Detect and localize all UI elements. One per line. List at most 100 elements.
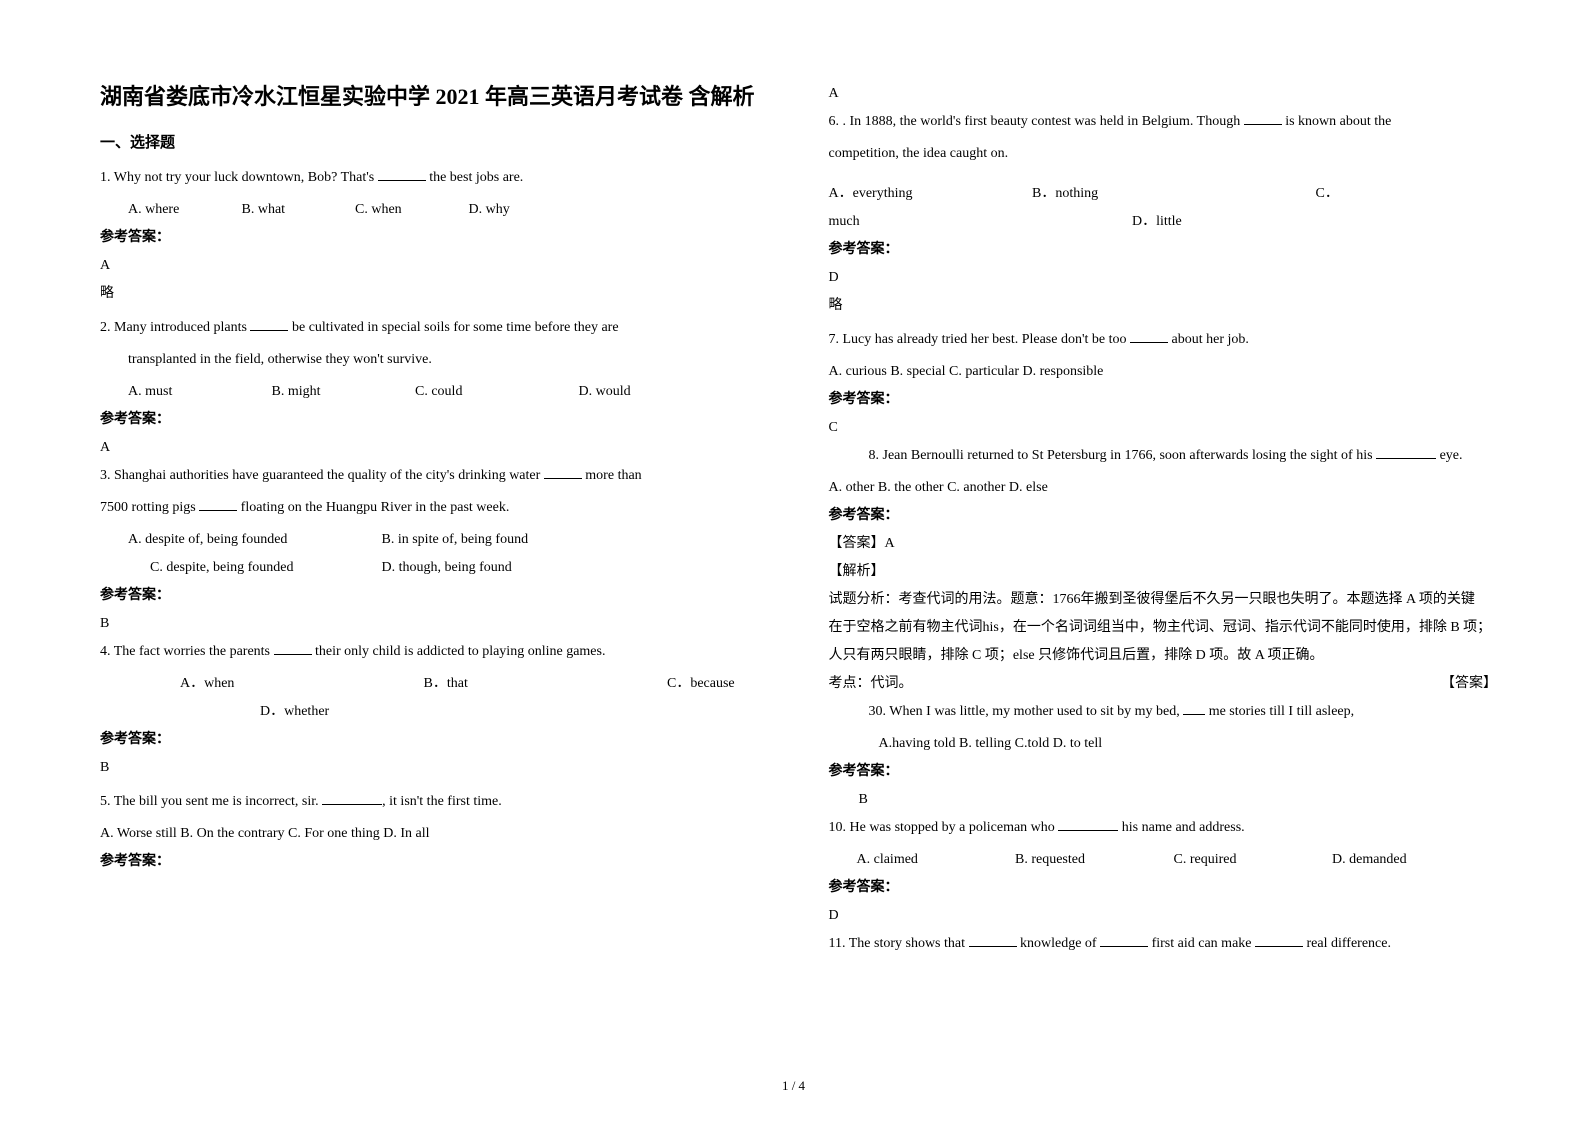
q11-stem-b: knowledge of xyxy=(1017,936,1101,951)
q8-expl1: 试题分析：考查代词的用法。题意：1766年搬到圣彼得堡后不久另一只眼也失明了。本… xyxy=(829,586,1498,614)
q11-stem-a: 11. The story shows that xyxy=(829,936,969,951)
blank xyxy=(199,497,237,511)
q4-stem: 4. The fact worries the parents their on… xyxy=(100,638,769,666)
q2-opt-c: C. could xyxy=(415,378,575,406)
q3-opt-c: C. despite, being founded xyxy=(150,554,378,582)
q10-opt-b: B. requested xyxy=(1015,846,1170,874)
q6-options-row2: much D．little xyxy=(829,208,1498,236)
q4-options-row1: A．when B．that C．because xyxy=(100,670,769,698)
q4-opt-d: D．whether xyxy=(260,698,329,726)
q4-ans: B xyxy=(100,754,769,782)
q5-ans-label: 参考答案： xyxy=(100,848,769,876)
q6-stem: 6. . In 1888, the world's first beauty c… xyxy=(829,108,1498,136)
q4-opt-b: B．that xyxy=(424,670,664,698)
q10-stem-a: 10. He was stopped by a policeman who xyxy=(829,820,1059,835)
q1-opt-b: B. what xyxy=(242,196,352,224)
q2-opt-a: A. must xyxy=(128,378,268,406)
q3-stem-a: 3. Shanghai authorities have guaranteed … xyxy=(100,468,544,483)
q7-stem: 7. Lucy has already tried her best. Plea… xyxy=(829,326,1498,354)
q9-ans-label: 参考答案： xyxy=(829,758,1498,786)
q8-expl3: 人只有两只眼睛，排除 C 项；else 只修饰代词且后置，排除 D 项。故 A … xyxy=(829,642,1498,670)
answer-tag-2: 【答案】 xyxy=(1441,670,1497,698)
q2-ans-label: 参考答案： xyxy=(100,406,769,434)
q4-opt-a: A．when xyxy=(180,670,420,698)
section-heading: 一、选择题 xyxy=(100,131,769,152)
q1-ans: A xyxy=(100,252,769,280)
q9-ans: B xyxy=(829,786,1498,814)
q9-stem-a: 30. When I was little, my mother used to… xyxy=(869,704,1184,719)
blank xyxy=(1255,933,1303,947)
q3-stem-d: floating on the Huangpu River in the pas… xyxy=(237,500,509,515)
q6-stem-c: competition, the idea caught on. xyxy=(829,140,1498,168)
q9-options: A.having told B. telling C.told D. to te… xyxy=(829,730,1498,758)
blank xyxy=(969,933,1017,947)
q2-ans: A xyxy=(100,434,769,462)
q2-options: A. must B. might C. could D. would xyxy=(100,378,769,406)
q3-ans-label: 参考答案： xyxy=(100,582,769,610)
q11-stem: 11. The story shows that knowledge of fi… xyxy=(829,930,1498,958)
q5-stem-b: , it isn't the first time. xyxy=(382,794,502,809)
q8-options: A. other B. the other C. another D. else xyxy=(829,474,1498,502)
q3-opt-b: B. in spite of, being found xyxy=(382,526,529,554)
q10-ans-label: 参考答案： xyxy=(829,874,1498,902)
q4-ans-label: 参考答案： xyxy=(100,726,769,754)
q6-ans-label: 参考答案： xyxy=(829,236,1498,264)
q8-tag-ans: A xyxy=(885,536,895,551)
q1-stem: 1. Why not try your luck downtown, Bob? … xyxy=(100,164,769,192)
q1-stem-b: the best jobs are. xyxy=(426,170,524,185)
doc-title: 湖南省娄底市冷水江恒星实验中学 2021 年高三英语月考试卷 含解析 xyxy=(100,80,769,113)
q1-ans-label: 参考答案： xyxy=(100,224,769,252)
blank xyxy=(274,641,312,655)
q8-stem-b: eye. xyxy=(1436,448,1462,463)
q5-stem-a: 5. The bill you sent me is incorrect, si… xyxy=(100,794,322,809)
q10-opt-a: A. claimed xyxy=(857,846,1012,874)
q9-stem-b: me stories till I till asleep, xyxy=(1205,704,1354,719)
page-number: 1 / 4 xyxy=(782,1078,805,1094)
blank xyxy=(1376,445,1436,459)
q6-opt-c2: much xyxy=(829,208,1129,236)
blank xyxy=(378,167,426,181)
blank xyxy=(322,791,382,805)
q2-opt-b: B. might xyxy=(272,378,412,406)
q2-stem-c: transplanted in the field, otherwise the… xyxy=(100,346,769,374)
q8-tag2: 【解析】 xyxy=(829,558,1498,586)
blank xyxy=(1100,933,1148,947)
q1-opt-a: A. where xyxy=(128,196,238,224)
q4-options-row2: D．whether xyxy=(100,698,769,726)
q3-stem: 3. Shanghai authorities have guaranteed … xyxy=(100,462,769,490)
q6-stem-b: is known about the xyxy=(1282,114,1392,129)
q10-opt-d: D. demanded xyxy=(1332,846,1407,874)
q8-stem-a: 8. Jean Bernoulli returned to St Petersb… xyxy=(869,448,1377,463)
q6-ans: D xyxy=(829,264,1498,292)
q11-stem-d: real difference. xyxy=(1303,936,1391,951)
q3-ans: B xyxy=(100,610,769,638)
q4-stem-a: 4. The fact worries the parents xyxy=(100,644,274,659)
q7-stem-a: 7. Lucy has already tried her best. Plea… xyxy=(829,332,1131,347)
q8-ans-label: 参考答案： xyxy=(829,502,1498,530)
q2-opt-d: D. would xyxy=(579,378,631,406)
q3-stem-b: more than xyxy=(582,468,642,483)
blank xyxy=(1183,701,1205,715)
q1-opt-d: D. why xyxy=(469,196,510,224)
q10-stem-b: his name and address. xyxy=(1118,820,1244,835)
q8-stem: 8. Jean Bernoulli returned to St Petersb… xyxy=(829,442,1498,470)
q1-stem-a: 1. Why not try your luck downtown, Bob? … xyxy=(100,170,378,185)
blank xyxy=(544,465,582,479)
q6-opt-c: C． xyxy=(1316,180,1339,208)
q7-ans: C xyxy=(829,414,1498,442)
q2-stem-b: be cultivated in special soils for some … xyxy=(288,320,618,335)
q11-stem-c: first aid can make xyxy=(1148,936,1255,951)
q10-ans: D xyxy=(829,902,1498,930)
q10-options: A. claimed B. requested C. required D. d… xyxy=(829,846,1498,874)
q3-opt-a: A. despite of, being founded xyxy=(128,526,378,554)
blank xyxy=(250,317,288,331)
blank xyxy=(1130,329,1168,343)
q3-options-row1: A. despite of, being founded B. in spite… xyxy=(100,526,769,554)
q3-options-row2: C. despite, being founded D. though, bei… xyxy=(100,554,769,582)
q6-opt-b: B．nothing xyxy=(1032,180,1312,208)
q8-tag1-row: 【答案】A xyxy=(829,530,1498,558)
q6-opt-a: A．everything xyxy=(829,180,1029,208)
q6-note: 略 xyxy=(829,292,1498,320)
q3-stem-2: 7500 rotting pigs floating on the Huangp… xyxy=(100,494,769,522)
q5-stem: 5. The bill you sent me is incorrect, si… xyxy=(100,788,769,816)
